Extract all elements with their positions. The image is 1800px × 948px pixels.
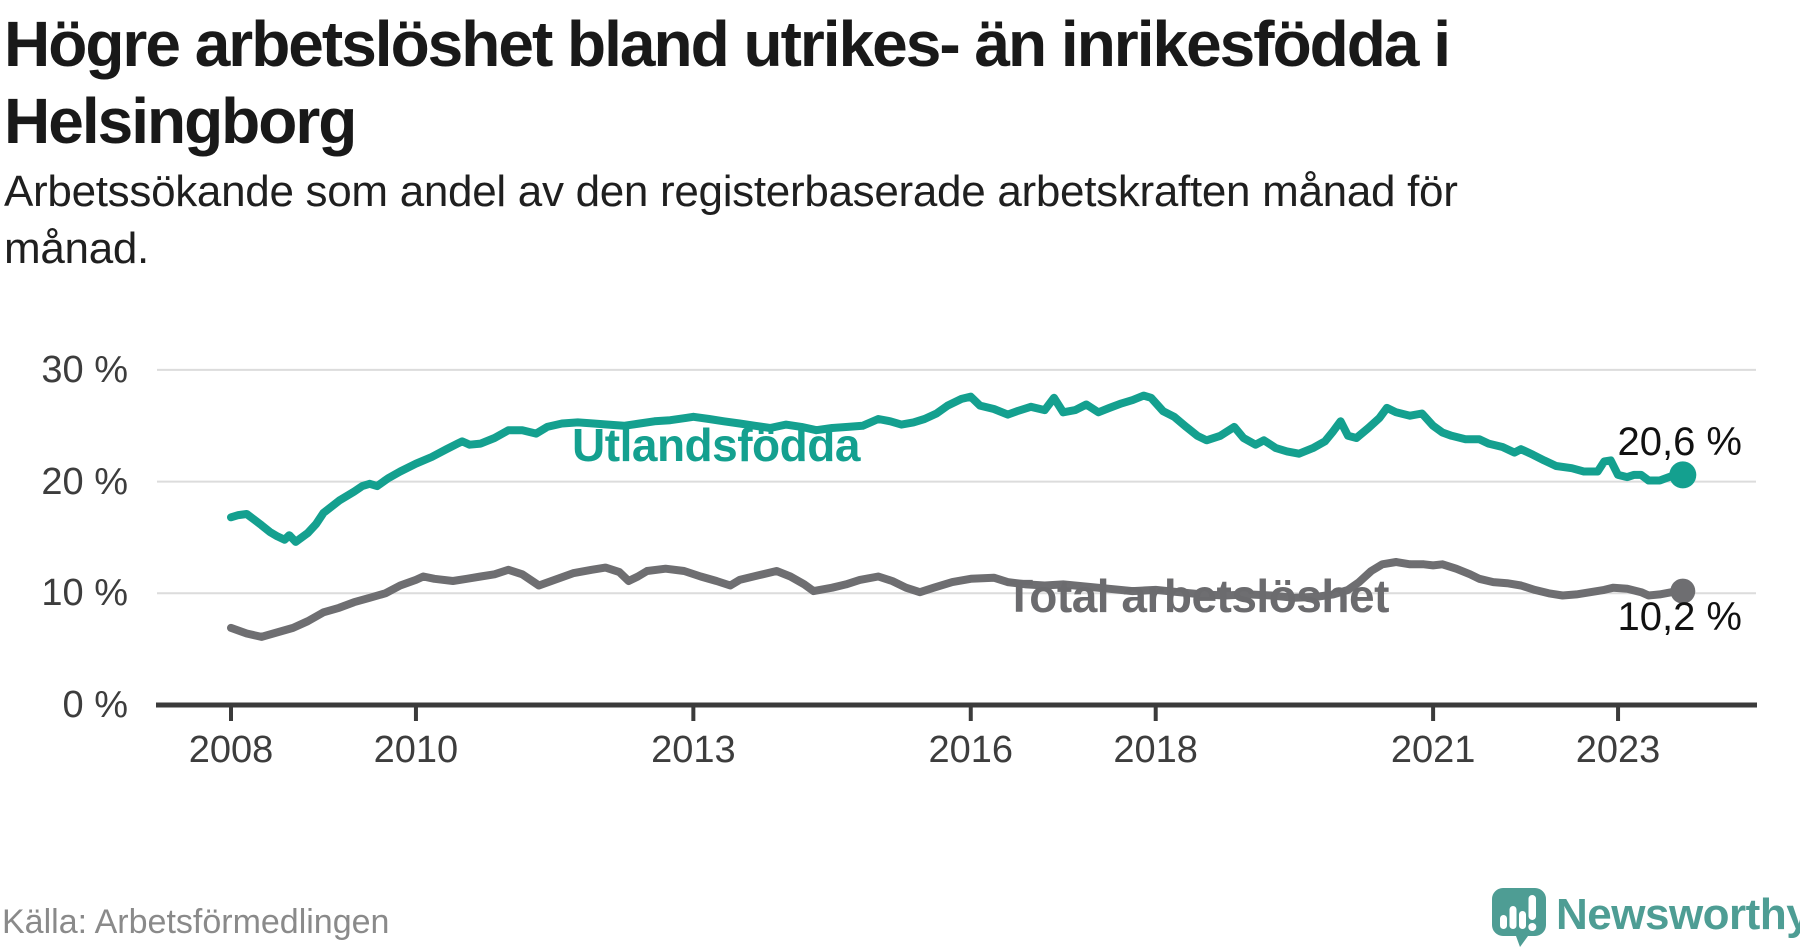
series-end-dot-total xyxy=(1670,578,1696,604)
x-axis-label-2008: 2008 xyxy=(188,729,274,771)
x-axis-label-2021: 2021 xyxy=(1390,729,1476,771)
subtitle-line-1: Arbetssökande som andel av den registerb… xyxy=(4,167,1458,216)
x-axis-label-2016: 2016 xyxy=(928,729,1014,771)
end-value-label-utlandsfodda: 20,6 % xyxy=(1617,420,1742,464)
newsworthy-speech-bubble-bar-chart-icon xyxy=(1492,888,1546,947)
series-line-utlandsfodda xyxy=(227,391,1687,546)
brand-logo: Newsworthy xyxy=(1488,884,1800,948)
y-axis-label-20: 20 % xyxy=(41,460,128,503)
y-axis-label-30: 30 % xyxy=(41,348,128,391)
series-line-total xyxy=(227,558,1687,641)
subtitle-line-2: månad. xyxy=(4,224,149,273)
x-axis-label-2018: 2018 xyxy=(1113,729,1198,771)
brand-name: Newsworthy xyxy=(1556,890,1800,939)
title-line-2: Helsingborg xyxy=(4,85,357,157)
chart-subtitle: Arbetssökande som andel av den registerb… xyxy=(4,163,1458,277)
series-label-total-arbetsloshet: Total arbetslöshet xyxy=(1005,570,1389,622)
page-title: Högre arbetslöshet bland utrikes- än inr… xyxy=(4,6,1451,160)
source-note: Källa: Arbetsförmedlingen xyxy=(2,903,390,941)
title-line-1: Högre arbetslöshet bland utrikes- än inr… xyxy=(4,8,1451,80)
series-end-dot-utlandsfodda xyxy=(1669,461,1697,489)
end-value-label-total: 10,2 % xyxy=(1617,595,1742,639)
x-axis-label-2023: 2023 xyxy=(1575,729,1661,771)
y-axis-label-0: 0 % xyxy=(62,684,128,726)
y-axis-label-10: 10 % xyxy=(41,572,128,615)
x-axis-label-2013: 2013 xyxy=(651,729,736,771)
series-label-utlandsfodda: Utlandsfödda xyxy=(572,419,860,471)
x-axis-label-2010: 2010 xyxy=(373,729,459,771)
